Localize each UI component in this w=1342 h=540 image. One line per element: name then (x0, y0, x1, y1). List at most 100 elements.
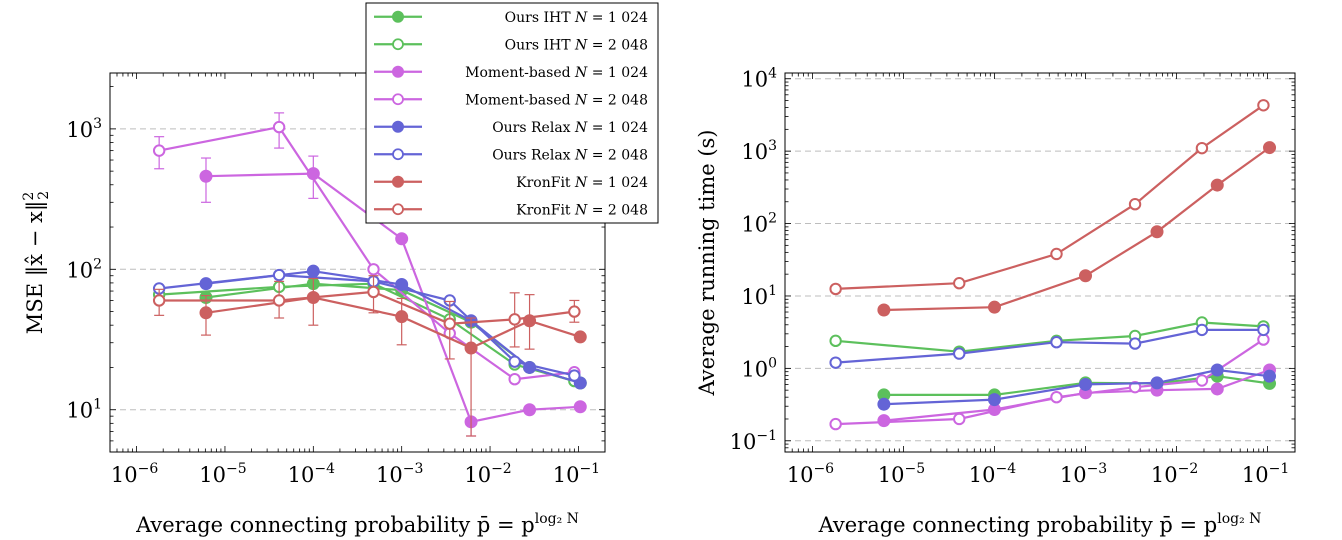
legend: Ours IHT N = 1 024 Ours IHT N = 2 048 Mome… (365, 2, 659, 224)
data-point (367, 263, 380, 276)
legend-marker (392, 65, 404, 78)
legend-method: Moment-based (465, 92, 570, 108)
data-point (987, 300, 1001, 314)
y-tick-label: 100 (741, 355, 777, 381)
data-point (568, 305, 581, 318)
data-point (395, 310, 409, 324)
legend-label: Moment-based N = 2 048 (465, 92, 648, 108)
data-point (1210, 382, 1224, 396)
data-point (877, 414, 891, 428)
series-1 (829, 316, 1270, 358)
data-point (272, 294, 286, 307)
legend-method: KronFit (516, 202, 571, 218)
data-point (573, 330, 587, 344)
x-tick-label: 10−4 (969, 461, 1016, 487)
data-point (1128, 380, 1142, 394)
data-point (1128, 198, 1142, 211)
legend-label: Ours Relax N = 2 048 (492, 147, 648, 163)
runtime-chart: 10−6 10−5 10−4 10−3 10−2 10−1 10−1 100 101 102 103… (695, 66, 1296, 537)
legend-n-value: 1 024 (608, 10, 648, 26)
legend-n-value: 2 048 (608, 37, 648, 53)
data-point (1150, 376, 1164, 390)
legend-entry: Ours IHT N = 2 048 (374, 37, 648, 53)
x-tick-label: 10−6 (111, 461, 158, 487)
legend-marker (392, 93, 404, 106)
data-point (272, 120, 286, 134)
data-point (272, 268, 286, 282)
legend-n-value: 2 048 (608, 147, 648, 163)
legend-n-value: 1 024 (608, 120, 648, 136)
x-tick-label: 10−3 (1060, 461, 1107, 487)
data-point (508, 372, 521, 386)
y-axis-label: Average running time (s) (695, 129, 719, 396)
data-point (508, 313, 521, 326)
series-line (835, 104, 1265, 290)
legend-label: KronFit N = 1 024 (516, 175, 648, 191)
x-tick-label: 10−2 (1151, 461, 1198, 487)
legend-n-value: 2 048 (608, 92, 648, 108)
series-line (205, 172, 581, 424)
data-point (1150, 225, 1164, 239)
data-point (199, 306, 213, 320)
legend-entry: Ours Relax N = 1 024 (374, 120, 648, 136)
data-point (1257, 323, 1270, 337)
data-point (1263, 369, 1277, 383)
legend-marker (392, 120, 404, 133)
series-5 (829, 323, 1270, 369)
legend-marker (392, 10, 404, 23)
legend-marker (392, 175, 404, 188)
x-tick-label: 10−1 (553, 461, 600, 487)
legend-label: Ours IHT N = 1 024 (505, 10, 648, 26)
data-point (829, 356, 842, 369)
data-point (1079, 269, 1093, 283)
data-point (1050, 247, 1063, 261)
series-line (835, 321, 1264, 353)
legend-label: Ours Relax N = 1 024 (492, 120, 648, 136)
data-point (877, 397, 891, 411)
x-axis-label: Average connecting probability p̄ = plog… (818, 511, 1262, 537)
series-3 (829, 333, 1270, 431)
data-point (152, 144, 166, 157)
data-point (1050, 335, 1063, 349)
y-tick-label: 101 (66, 397, 102, 423)
data-point (987, 393, 1001, 407)
data-point (464, 341, 478, 355)
data-point (829, 334, 842, 348)
x-tick-label: 10−2 (464, 461, 511, 487)
plot-frame (109, 72, 606, 453)
y-tick-label: 103 (741, 138, 777, 164)
data-point (1195, 141, 1209, 155)
data-point (1210, 178, 1224, 192)
data-point (1195, 374, 1209, 387)
data-point (953, 347, 966, 360)
data-point (1128, 337, 1142, 350)
data-point (508, 355, 521, 368)
series-7 (829, 99, 1270, 296)
legend-n-value: 2 048 (608, 202, 648, 218)
data-point (829, 417, 842, 431)
series-7 (152, 275, 581, 360)
series-6 (877, 141, 1277, 317)
series-line (883, 368, 1270, 406)
legend-n-value: 1 024 (608, 175, 648, 191)
series-line (158, 125, 575, 381)
data-point (306, 264, 320, 278)
data-point (829, 282, 842, 296)
y-tick-label: 102 (741, 211, 777, 237)
y-tick-label: 103 (66, 116, 102, 142)
legend-method: Ours IHT (505, 37, 572, 53)
x-tick-label: 10−1 (1242, 461, 1289, 487)
legend-entry: KronFit N = 1 024 (374, 175, 648, 191)
data-point (1050, 390, 1063, 404)
y-tick-label: 10−1 (730, 428, 777, 454)
legend-entry: Ours IHT N = 1 024 (374, 10, 648, 26)
y-tick-label: 104 (741, 66, 777, 92)
data-point (953, 412, 966, 426)
series-line (159, 290, 575, 325)
data-point (152, 294, 166, 307)
legend-entry: Moment-based N = 1 024 (374, 65, 648, 81)
legend-entry: Ours Relax N = 2 048 (374, 147, 648, 163)
legend-label: Ours IHT N = 2 048 (505, 37, 648, 53)
mse-chart: 10−6 10−5 10−4 10−3 10−2 10−1 101 102 103 Average… (21, 72, 606, 537)
